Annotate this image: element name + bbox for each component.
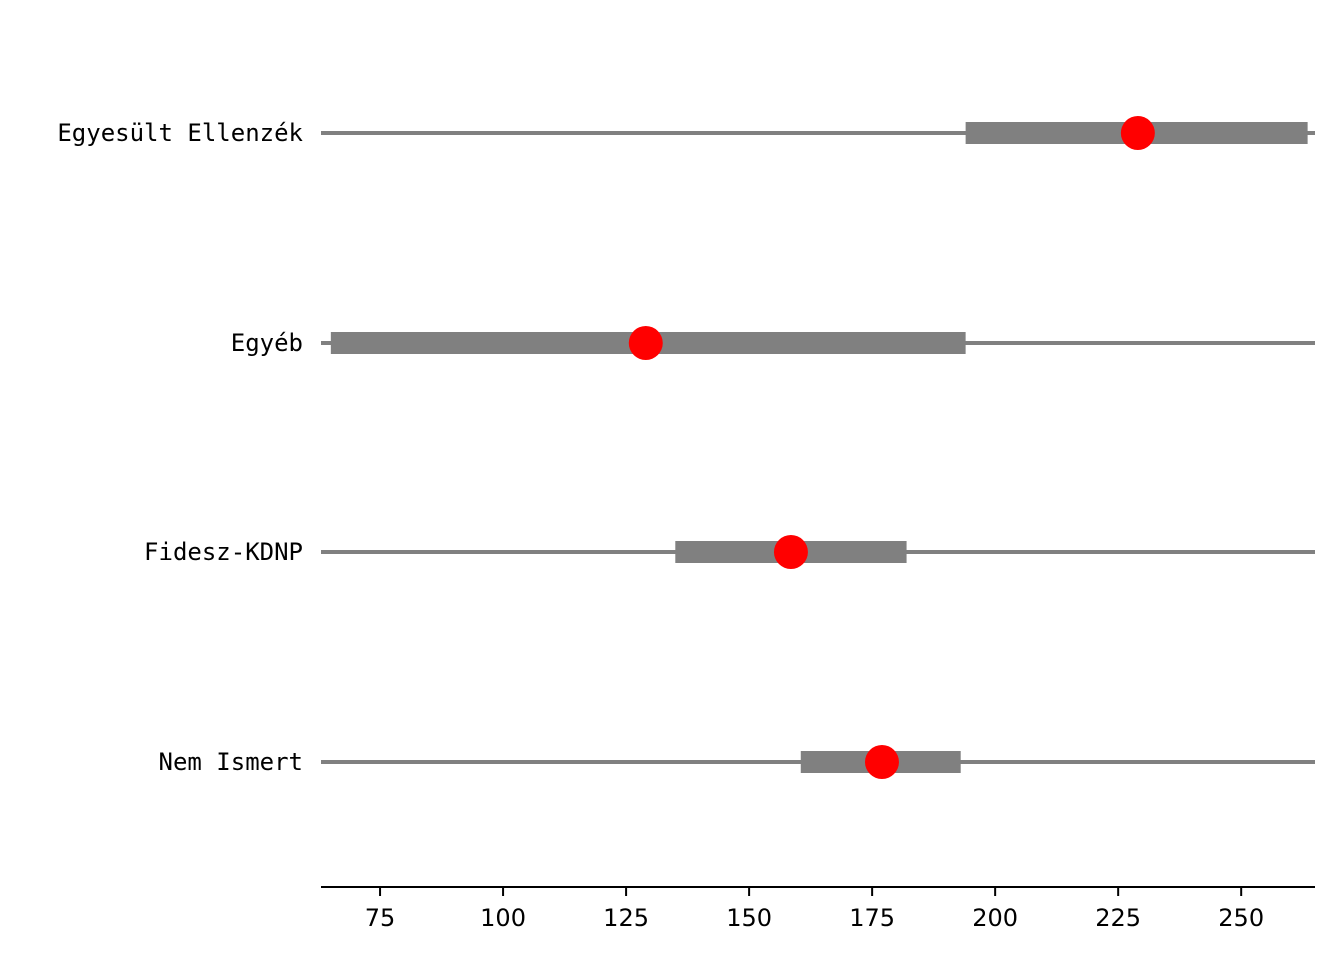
x-tick-label: 200 <box>972 904 1018 932</box>
row-2: Fidesz-KDNP <box>144 535 1315 569</box>
point-marker <box>864 745 899 779</box>
x-tick-label: 225 <box>1095 904 1141 932</box>
point-marker <box>628 326 663 360</box>
category-label: Fidesz-KDNP <box>144 538 303 566</box>
row-3: Nem Ismert <box>159 745 1315 779</box>
row-0: Egyesült Ellenzék <box>57 116 1315 150</box>
x-tick-label: 75 <box>365 904 396 932</box>
x-axis: 75 100 125 150 175 200 225 250 <box>321 886 1315 932</box>
point-marker <box>1120 116 1155 150</box>
x-tick-label: 175 <box>849 904 895 932</box>
point-marker <box>773 535 808 569</box>
x-tick-label: 250 <box>1218 904 1264 932</box>
x-tick-label: 150 <box>726 904 772 932</box>
x-tick-label: 125 <box>603 904 649 932</box>
category-label: Egyesült Ellenzék <box>57 119 303 147</box>
category-label: Egyéb <box>231 329 303 357</box>
category-label: Nem Ismert <box>159 748 304 776</box>
x-tick-label: 100 <box>480 904 526 932</box>
row-1: Egyéb <box>231 326 1315 360</box>
rows-layer: Egyesült Ellenzék Egyéb Fidesz-KDNP Nem Ism… <box>57 116 1315 779</box>
